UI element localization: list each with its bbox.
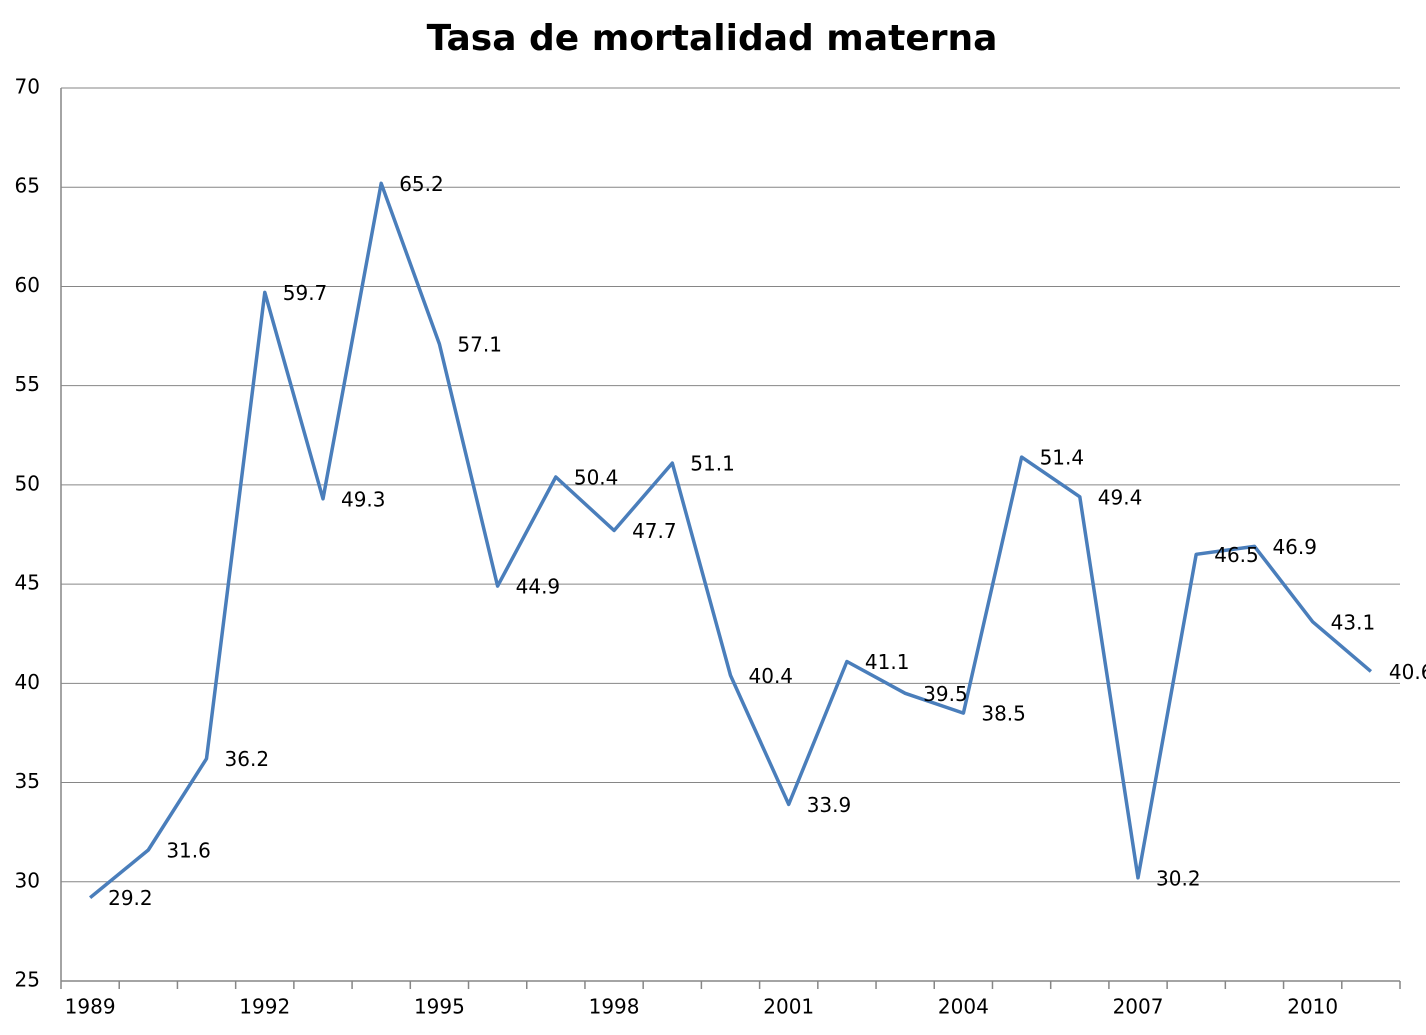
y-tick-label: 55 [15, 372, 40, 396]
x-tick-label: 1998 [589, 995, 640, 1019]
data-label: 51.1 [690, 452, 735, 476]
data-label: 49.3 [341, 487, 386, 511]
y-tick-label: 45 [15, 571, 40, 595]
y-tick-label: 60 [15, 273, 40, 297]
data-label: 30.2 [1156, 866, 1201, 890]
x-tick-label: 1989 [65, 995, 116, 1019]
data-label: 38.5 [981, 702, 1026, 726]
data-label: 43.1 [1331, 610, 1376, 634]
data-label: 46.9 [1272, 535, 1317, 559]
data-label: 51.4 [1040, 446, 1085, 470]
y-tick-label: 65 [15, 174, 40, 198]
data-label: 46.5 [1214, 543, 1259, 567]
y-tick-label: 35 [15, 769, 40, 793]
data-label: 47.7 [632, 519, 677, 543]
data-label: 31.6 [166, 839, 211, 863]
data-label: 49.4 [1098, 485, 1143, 509]
y-tick-label: 70 [15, 75, 40, 99]
x-tick-label: 2001 [763, 995, 814, 1019]
x-tick-label: 1992 [239, 995, 290, 1019]
x-tick-label: 2004 [938, 995, 989, 1019]
data-label: 50.4 [574, 465, 619, 489]
y-tick-label: 50 [15, 471, 40, 495]
data-label: 36.2 [225, 747, 270, 771]
data-label: 39.5 [923, 682, 968, 706]
y-tick-label: 25 [15, 968, 40, 992]
x-tick-label: 2007 [1113, 995, 1164, 1019]
data-line [88, 181, 1373, 900]
data-label: 59.7 [283, 281, 328, 305]
data-label: 29.2 [108, 886, 153, 910]
data-label: 40.6 [1389, 660, 1426, 684]
data-label: 65.2 [399, 172, 444, 196]
data-label: 44.9 [516, 575, 561, 599]
y-tick-label: 40 [15, 670, 40, 694]
y-tick-label: 30 [15, 868, 40, 892]
data-label: 57.1 [457, 332, 502, 356]
data-label: 33.9 [807, 793, 852, 817]
x-tick-label: 2010 [1287, 995, 1338, 1019]
data-label: 41.1 [865, 650, 910, 674]
data-label: 40.4 [749, 664, 794, 688]
x-tick-label: 1995 [414, 995, 465, 1019]
chart-title: Tasa de mortalidad materna [427, 18, 998, 59]
